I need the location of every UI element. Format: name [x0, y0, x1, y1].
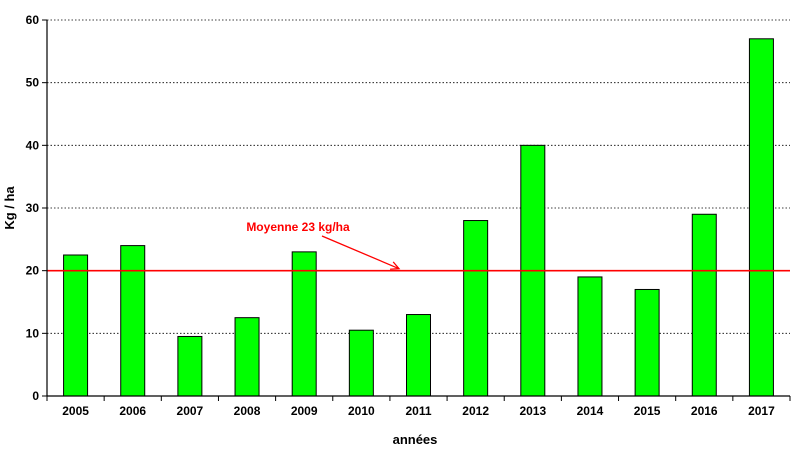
bar [234, 317, 260, 397]
x-tick-label: 2013 [519, 404, 546, 418]
x-tick-label: 2008 [234, 404, 261, 418]
y-tick-label: 20 [26, 264, 40, 278]
bars [63, 38, 774, 397]
bar [634, 288, 660, 397]
bar [577, 276, 603, 397]
y-tick-label: 0 [32, 389, 39, 403]
bar [63, 254, 89, 397]
bar [691, 213, 717, 397]
y-tick-label: 50 [26, 76, 40, 90]
gridlines [47, 19, 790, 334]
x-axis-title: années [393, 432, 438, 447]
x-tick-label: 2009 [291, 404, 318, 418]
y-tick-label: 60 [26, 13, 40, 27]
y-tick-labels: 0 10 20 30 40 50 60 [26, 13, 40, 403]
average-annotation: Moyenne 23 kg/ha [246, 220, 401, 270]
x-tick-label: 2006 [119, 404, 146, 418]
x-tick-label: 2014 [577, 404, 604, 418]
y-tick-label: 40 [26, 138, 40, 152]
x-tick-label: 2010 [348, 404, 375, 418]
bar [463, 220, 489, 397]
x-tick-label: 2017 [748, 404, 775, 418]
x-tick-label: 2016 [691, 404, 718, 418]
average-annotation-label: Moyenne 23 kg/ha [246, 220, 350, 234]
bar [748, 38, 774, 397]
bar [406, 314, 431, 397]
x-tick-label: 2011 [405, 404, 431, 418]
x-tick-label: 2012 [462, 404, 489, 418]
x-tick-label: 2015 [634, 404, 661, 418]
bar [177, 335, 203, 397]
x-tick-label: 2007 [177, 404, 204, 418]
y-tick-label: 30 [26, 201, 40, 215]
average-arrow-head [390, 261, 401, 270]
y-tick-label: 10 [26, 326, 40, 340]
x-tick-labels: 2005 2006 2007 2008 2009 2010 2011 2012 2013 2014… [62, 404, 775, 418]
axes [42, 19, 791, 401]
x-tick-label: 2005 [62, 404, 89, 418]
bar [348, 329, 374, 397]
bar [291, 251, 317, 397]
bar [120, 245, 146, 397]
y-axis-title: Kg / ha [2, 186, 17, 230]
average-arrow [321, 235, 400, 270]
